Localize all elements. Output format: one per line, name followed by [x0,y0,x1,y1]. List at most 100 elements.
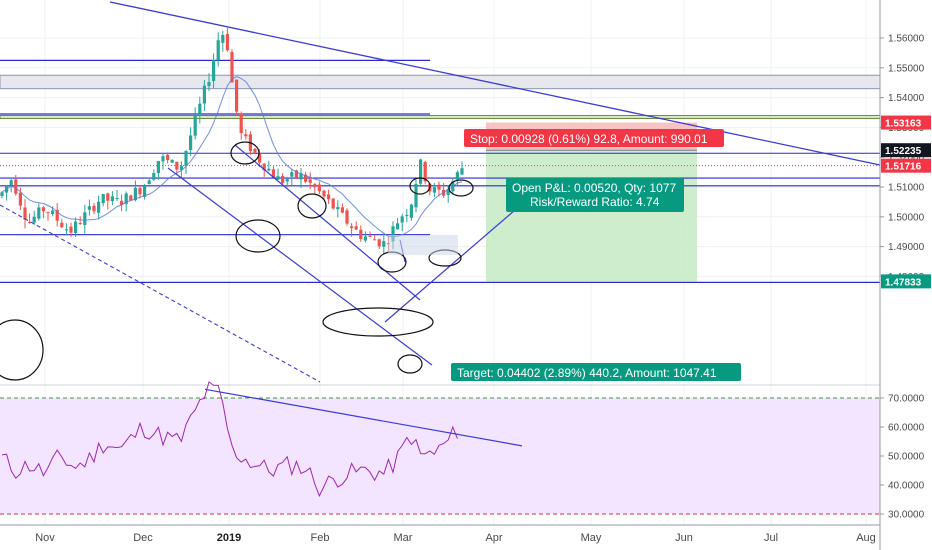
time-tick-9: Aug [856,532,876,544]
candle-body-35 [161,156,165,162]
candle-body-83 [382,241,386,247]
candle-body-90 [414,183,418,208]
ellipse-8 [397,354,423,374]
candle-body-94 [432,187,436,193]
candle-body-69 [317,184,321,192]
candle-body-82 [377,239,381,247]
time-tick-2: 2019 [217,532,241,544]
candle-body-37 [170,159,174,163]
candle-body-76 [350,226,354,229]
candle-body-45 [207,81,211,87]
candle-body-34 [156,161,160,174]
descending-trendline [109,1,881,166]
candle-body-11 [51,210,55,215]
price-label-3: 1.47833 [885,277,922,288]
candle-body-63 [290,172,294,177]
time-tick-0: Nov [35,532,55,544]
candle-body-29 [133,187,137,201]
candle-body-48 [221,34,225,43]
candle-body-62 [285,178,289,182]
candle-body-52 [239,113,243,134]
price-label-box-2 [881,158,931,173]
rsi-tick-3: 40.0000 [888,481,925,492]
candle-body-60 [276,176,280,180]
candle-body-55 [253,148,257,153]
candle-body-51 [235,79,239,112]
rsi-line [1,381,458,498]
target-label[interactable]: Target: 0.04402 (2.89%) 440.2, Amount: 1… [451,363,741,381]
stop-label-text: Stop: 0.00928 (0.61%) 92.8, Amount: 990.… [470,132,708,146]
candle-body-38 [175,161,179,170]
candle-body-47 [216,40,220,61]
candle-body-59 [271,169,275,178]
rsi-axis-ticks: 70.0000 60.0000 50.0000 40.0000 30.0000 [880,394,925,521]
candles [0,27,464,255]
rsi-tick-2: 50.0000 [888,452,925,463]
candle-body-42 [193,115,197,136]
rsi-band [0,398,880,514]
candle-body-49 [225,34,229,51]
stop-label[interactable]: Stop: 0.00928 (0.61%) 92.8, Amount: 990.… [464,129,724,147]
candle-body-2 [9,180,13,186]
zone-0 [0,74,881,90]
candle-body-91 [419,159,423,184]
candle-body-41 [189,135,193,151]
candle-body-36 [166,154,170,161]
candle-body-89 [409,204,413,218]
candle-body-44 [202,85,206,104]
time-tick-7: Jun [675,532,693,544]
candle-body-58 [267,168,271,171]
zone-1 [0,114,881,119]
candle-body-17 [78,222,82,224]
candle-body-14 [64,229,68,231]
candle-body-26 [120,200,124,205]
rr-label-text: Risk/Reward Ratio: 4.74 [530,195,660,209]
price-tick-1: 1.55000 [888,63,925,74]
candle-body-50 [230,52,234,83]
dashed-trendline [0,204,321,383]
price-label-1: 1.52235 [885,146,922,157]
candle-body-15 [69,226,73,233]
candle-body-32 [147,180,151,185]
price-tick-6: 1.50000 [888,212,925,223]
ellipse-7 [322,307,434,337]
candle-body-40 [184,150,188,166]
ellipse-1 [297,193,327,219]
rsi-pane [0,381,880,515]
candle-body-56 [258,152,262,163]
pnl-label-text: Open P&L: 0.00520, Qty: 1077 [512,181,676,195]
pnl-label[interactable]: Open P&L: 0.00520, Qty: 1077 Risk/Reward… [506,178,684,212]
candle-body-13 [60,222,64,228]
candle-body-66 [304,174,308,182]
candle-body-77 [354,226,358,230]
candle-body-19 [87,206,91,210]
rsi-tick-4: 30.0000 [888,510,925,521]
ellipse-9 [0,319,44,381]
candle-body-21 [97,201,101,213]
time-tick-3: Feb [311,532,330,544]
price-tick-5: 1.51000 [888,183,925,194]
rsi-tick-1: 60.0000 [888,423,925,434]
candle-body-0 [0,192,4,196]
target-zone [486,150,697,282]
candle-body-8 [37,207,41,219]
candle-body-53 [244,134,248,137]
candle-body-22 [101,193,105,204]
candle-body-12 [55,209,59,221]
price-label-2: 1.51716 [885,162,922,173]
candle-body-3 [14,179,18,194]
candle-body-81 [373,239,377,241]
candle-body-80 [368,235,372,237]
price-axis-labels: 1.53163 1.52235 1.51716 1.47833 [881,115,931,289]
candle-body-95 [437,184,441,190]
trend-drawings[interactable] [0,1,881,383]
candle-body-6 [28,222,32,224]
candle-body-92 [423,161,427,182]
price-label-box-0 [881,115,931,130]
candle-body-24 [110,196,114,202]
candle-body-65 [299,173,303,180]
candle-body-28 [129,195,133,201]
channel-upper-line [167,167,433,366]
rsi-trendline [204,388,523,447]
